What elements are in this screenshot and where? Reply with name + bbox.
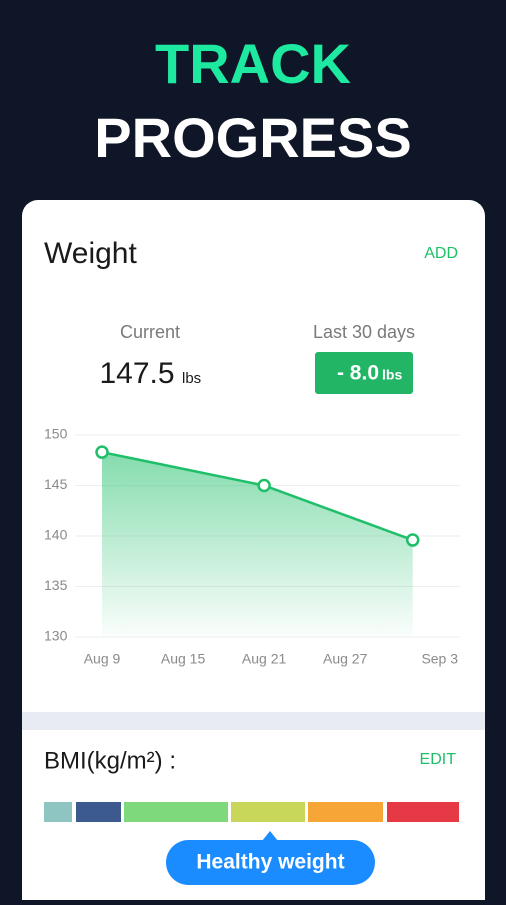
y-tick-label: 135 <box>44 577 68 593</box>
edit-button[interactable]: EDIT <box>420 751 457 768</box>
weight-chart: 130 135 140 145 150 Aug 9 Aug 15 Aug 21 Aug 27 Se… <box>44 426 460 667</box>
headline-2: PROGRESS <box>94 106 411 169</box>
bmi-segment <box>124 802 228 822</box>
change-badge <box>315 352 413 394</box>
y-tick-label: 145 <box>44 476 68 492</box>
point <box>95 445 109 459</box>
change-value: - 8.0 <box>337 362 379 385</box>
x-tick-label: Aug 27 <box>323 651 368 667</box>
bmi-badge <box>166 840 375 885</box>
badge-pointer <box>262 831 278 841</box>
area <box>102 452 413 637</box>
change-unit: lbs <box>382 367 402 383</box>
bmi-segment <box>76 802 121 822</box>
bmi-segment <box>231 802 305 822</box>
point <box>405 533 420 547</box>
bmi-segment <box>308 802 383 822</box>
bmi-title: BMI(kg/m²) : <box>44 747 176 774</box>
add-button[interactable]: ADD <box>424 245 458 262</box>
y-tick-label: 130 <box>44 628 68 644</box>
bmi-scale <box>44 802 459 822</box>
y-tick-label: 140 <box>44 527 68 543</box>
x-tick-label: Aug 9 <box>84 651 121 667</box>
current-value: 147.5 <box>99 357 174 390</box>
y-tick-label: 150 <box>44 426 68 442</box>
headline-1: TRACK <box>155 32 351 95</box>
divider <box>22 712 485 730</box>
current-unit: lbs <box>182 370 201 387</box>
bmi-badge-text: Healthy weight <box>196 851 344 874</box>
x-tick-label: Aug 21 <box>242 651 287 667</box>
current-label: Current <box>120 322 180 342</box>
point <box>257 478 271 493</box>
bmi-segment <box>387 802 459 822</box>
weight-title: Weight <box>44 237 137 270</box>
change-label: Last 30 days <box>313 322 415 342</box>
x-tick-label: Sep 3 <box>421 651 458 667</box>
bmi-segment <box>44 802 72 822</box>
x-tick-label: Aug 15 <box>161 651 206 667</box>
